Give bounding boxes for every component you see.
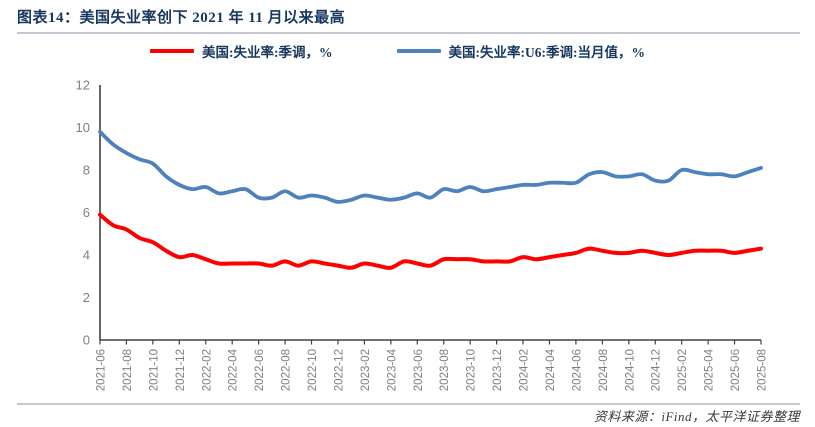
- x-tick-label: 2021-12: [175, 349, 187, 391]
- x-tick-label: 2022-10: [307, 349, 319, 391]
- x-tick-label: 2024-08: [598, 349, 610, 391]
- legend-line-blue: [396, 49, 441, 53]
- y-tick-label: 4: [83, 248, 90, 263]
- chart-legend: 美国:失业率:季调，% 美国:失业率:U6:季调:当月值，%: [150, 41, 800, 61]
- x-tick-label: 2024-06: [571, 349, 583, 391]
- x-tick-label: 2023-02: [360, 349, 372, 391]
- x-tick-label: 2025-06: [730, 349, 742, 391]
- y-tick-label: 8: [83, 163, 90, 178]
- y-tick-label: 12: [76, 78, 90, 93]
- x-tick-label: 2023-08: [439, 349, 451, 391]
- x-tick-label: 2024-04: [545, 348, 557, 391]
- legend-label-u6: 美国:失业率:U6:季调:当月值，%: [448, 45, 645, 60]
- y-tick-label: 10: [76, 120, 90, 135]
- x-tick-label: 2021-08: [122, 349, 134, 391]
- x-tick-label: 2024-02: [519, 349, 531, 391]
- x-tick-label: 2021-10: [148, 349, 160, 391]
- x-tick-label: 2023-06: [413, 349, 425, 391]
- x-tick-label: 2022-02: [201, 349, 213, 391]
- chart-canvas: 0 2 4 6 8 10 12 2021-06 2021-08 2021-10 2021-12 202…: [76, 78, 769, 392]
- y-tick-label: 2: [83, 290, 90, 305]
- line-chart: 0 2 4 6 8 10 12 2021-06 2021-08 2021-10 2021-12 202…: [0, 75, 815, 405]
- x-tick-label: 2025-04: [704, 348, 716, 391]
- legend-line-red: [150, 49, 194, 53]
- data-source-note: 资料来源：iFind，太平洋证券整理: [593, 409, 800, 424]
- series-path-0: [98, 212, 763, 270]
- figure-title: 图表14：美国失业率创下 2021 年 11 月以来最高: [17, 10, 346, 26]
- x-tick-label: 2022-06: [254, 349, 266, 391]
- x-tick-label: 2022-12: [333, 349, 345, 391]
- x-tick-label: 2023-12: [492, 349, 504, 391]
- legend-item-u6: 美国:失业率:U6:季调:当月值，%: [396, 41, 645, 61]
- x-tick-label: 2025-02: [677, 349, 689, 391]
- x-tick-label: 2023-10: [466, 349, 478, 391]
- legend-label-u3: 美国:失业率:季调，%: [202, 45, 333, 60]
- y-tick-label: 0: [83, 333, 90, 348]
- bottom-divider: [17, 403, 800, 405]
- y-tick-label: 6: [83, 205, 90, 220]
- x-tick-label: 2022-08: [281, 349, 293, 391]
- x-tick-label: 2024-12: [651, 349, 663, 391]
- x-tick-label: 2023-04: [386, 348, 398, 391]
- legend-item-u3: 美国:失业率:季调，%: [150, 41, 333, 61]
- series-path-1: [98, 129, 763, 204]
- x-tick-label: 2024-10: [624, 349, 636, 391]
- x-tick-label: 2022-04: [228, 348, 240, 391]
- x-tick-label: 2025-08: [757, 349, 769, 391]
- top-divider: [17, 32, 800, 34]
- x-tick-label: 2021-06: [96, 349, 108, 391]
